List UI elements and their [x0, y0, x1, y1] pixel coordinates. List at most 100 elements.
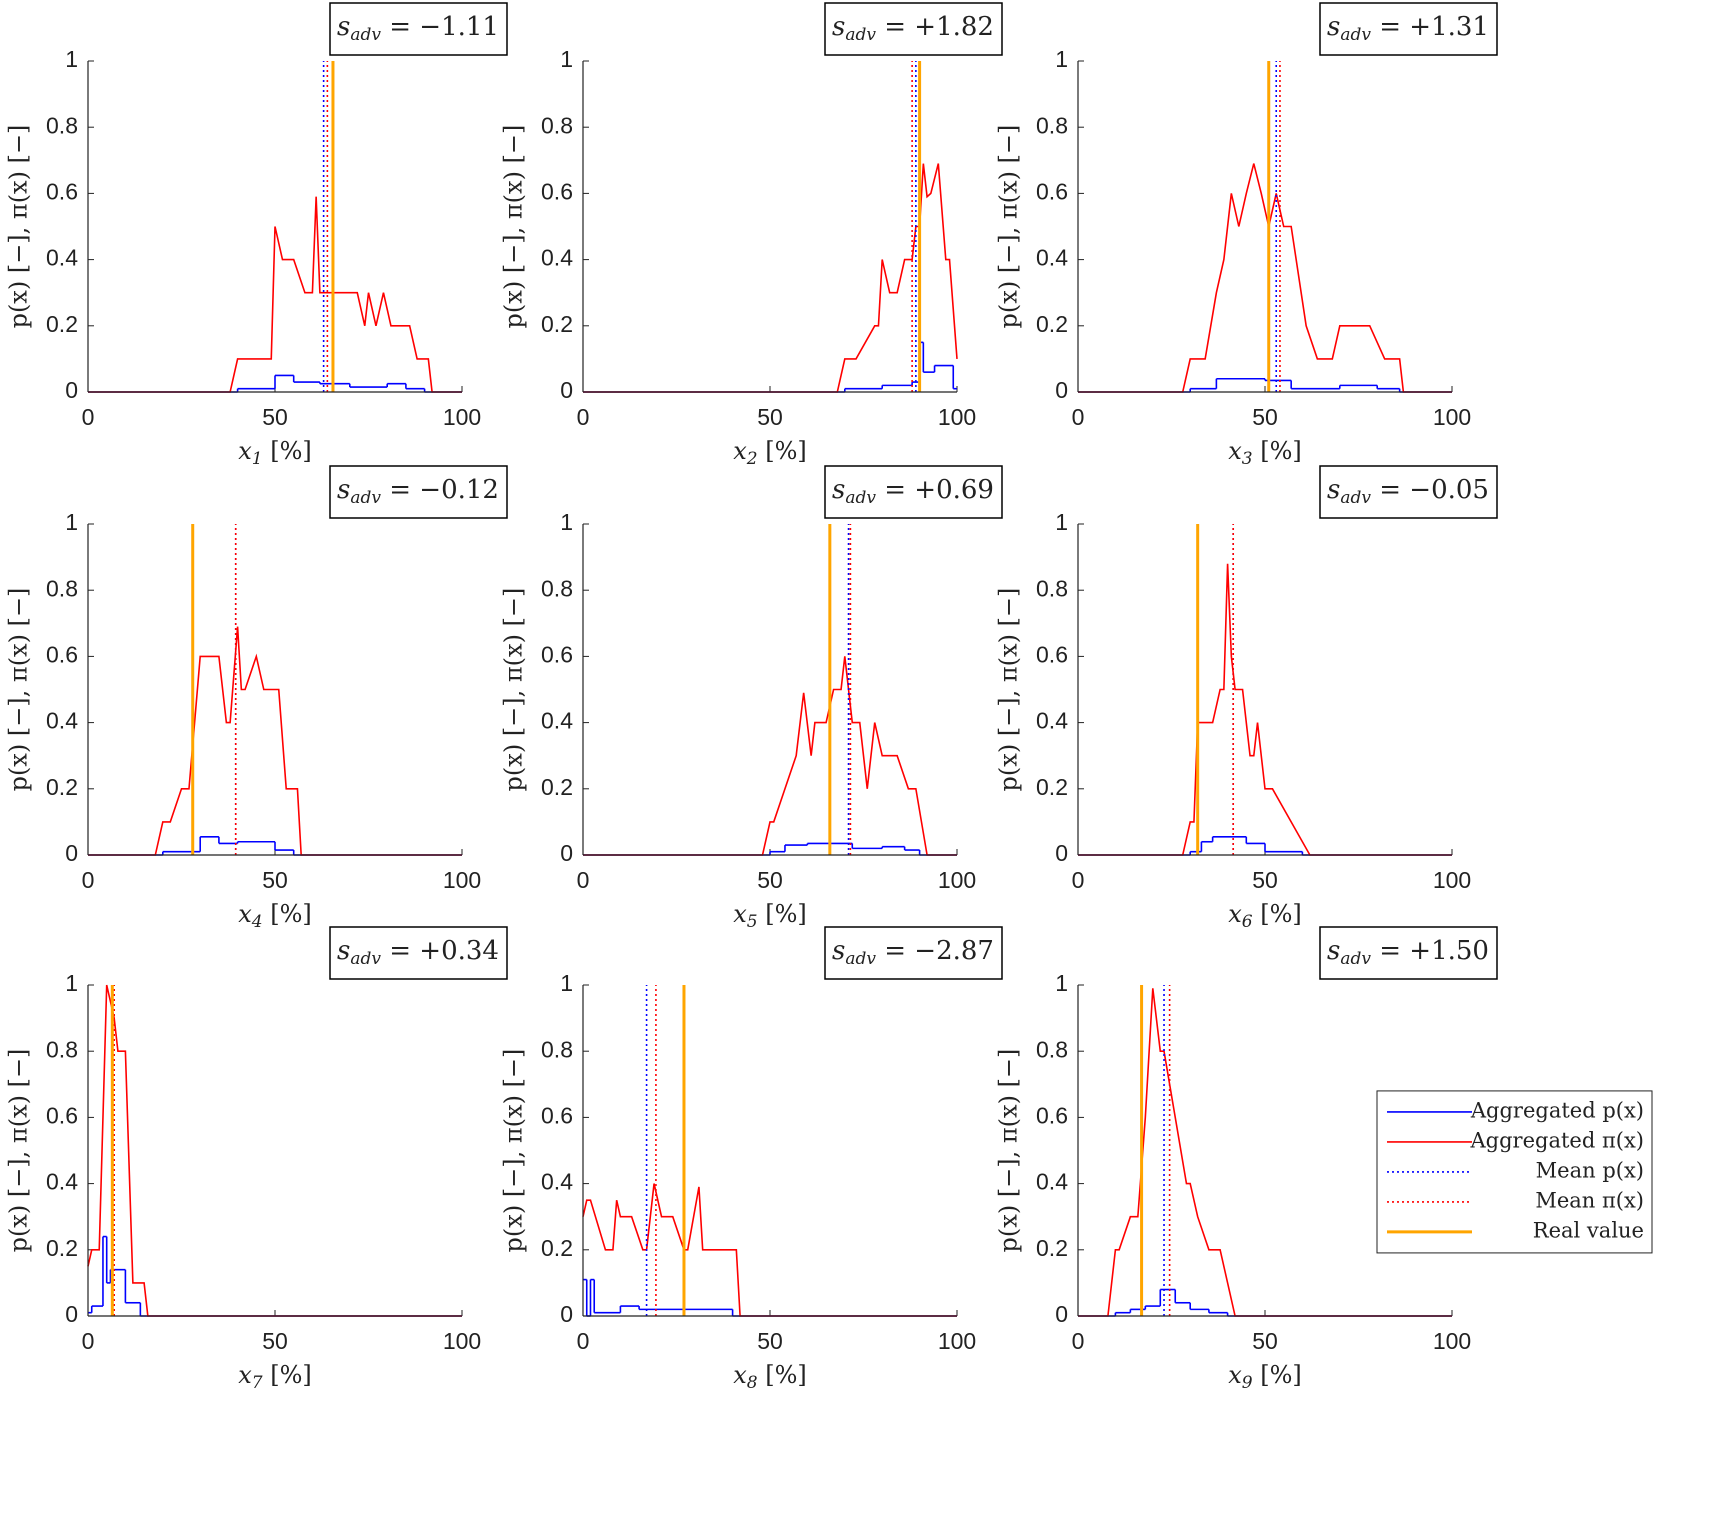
- x-tick-label: 50: [262, 867, 288, 893]
- legend-label: Mean π(x): [1535, 1188, 1644, 1212]
- x-tick-label: 100: [443, 404, 481, 430]
- chart-title: sadv = +0.69: [832, 475, 994, 508]
- y-tick-label: 1: [1055, 46, 1068, 72]
- x-axis-label-rest: [%]: [1253, 900, 1302, 928]
- y-tick-label: 0.6: [1036, 1102, 1068, 1128]
- line-series: [1078, 563, 1452, 856]
- x-axis-label: x6 [%]: [1228, 900, 1302, 932]
- chart-title-main: s: [1327, 936, 1340, 966]
- x-axis-label-sub: 1: [252, 449, 263, 469]
- y-tick-label: 1: [65, 46, 78, 72]
- x-axis-label-sub: 8: [747, 1373, 758, 1393]
- line-series: [1078, 988, 1452, 1317]
- title-box: [1319, 2, 1498, 56]
- x-tick-label: 100: [938, 1328, 976, 1354]
- x-tick-label: 0: [577, 1328, 590, 1354]
- y-tick-label: 0.4: [541, 1169, 573, 1195]
- x-tick-label: 0: [82, 1328, 95, 1354]
- chart-title-rest: = −2.87: [876, 936, 994, 966]
- title-box: [824, 926, 1003, 980]
- y-tick-label: 0.4: [1036, 708, 1068, 734]
- chart-title-sub: adv: [845, 488, 876, 508]
- chart-title-main: s: [832, 936, 845, 966]
- chart-title-rest: = +0.34: [381, 936, 499, 966]
- chart-title: sadv = −0.05: [1327, 475, 1489, 508]
- x-tick-label: 50: [757, 404, 783, 430]
- y-tick-label: 0.8: [46, 575, 78, 601]
- x-axis-label-rest: [%]: [758, 437, 807, 465]
- x-tick-label: 100: [1433, 404, 1471, 430]
- y-tick-label: 0: [1055, 840, 1068, 866]
- y-tick-label: 0.6: [46, 641, 78, 667]
- x-axis-label-sub: 2: [746, 449, 758, 469]
- title-box: [329, 465, 508, 519]
- x-axis-label-rest: [%]: [758, 1361, 807, 1389]
- chart-title-main: s: [337, 12, 350, 42]
- x-tick-label: 50: [1252, 404, 1278, 430]
- chart-title-rest: = −0.05: [1371, 475, 1489, 505]
- x-tick-label: 100: [443, 1328, 481, 1354]
- x-tick-label: 50: [757, 867, 783, 893]
- x-axis-label-sub: 4: [251, 912, 263, 932]
- x-axis-label: x8 [%]: [733, 1361, 807, 1393]
- y-tick-label: 0.6: [541, 1102, 573, 1128]
- y-axis-label: p(x) [−], π(x) [−]: [500, 1049, 528, 1253]
- x-tick-label: 0: [1072, 1328, 1085, 1354]
- x-axis-label-main: x: [238, 900, 252, 928]
- y-tick-label: 0.8: [1036, 1036, 1068, 1062]
- chart-title-sub: adv: [1340, 488, 1371, 508]
- y-tick-label: 0.4: [541, 245, 573, 271]
- y-tick-label: 0.2: [541, 311, 573, 337]
- chart-title: sadv = −2.87: [832, 936, 994, 969]
- y-tick-label: 1: [560, 46, 573, 72]
- title-box: [824, 2, 1003, 56]
- x-axis-label-main: x: [1228, 900, 1242, 928]
- legend-label: Mean p(x): [1536, 1158, 1644, 1182]
- stair-series: [88, 1235, 462, 1317]
- x-axis-label: x2 [%]: [733, 437, 807, 469]
- x-axis-label-sub: 9: [1242, 1373, 1253, 1393]
- x-axis-label-rest: [%]: [263, 437, 312, 465]
- chart-title-sub: adv: [1340, 949, 1371, 969]
- x-tick-label: 50: [1252, 1328, 1278, 1354]
- y-axis-label: p(x) [−], π(x) [−]: [500, 588, 528, 792]
- y-tick-label: 0.8: [1036, 575, 1068, 601]
- x-axis-label-main: x: [238, 1361, 252, 1389]
- x-tick-label: 100: [1433, 1328, 1471, 1354]
- y-tick-label: 0.8: [1036, 112, 1068, 138]
- x-axis-label: x9 [%]: [1228, 1361, 1302, 1393]
- x-axis-label-rest: [%]: [1253, 1361, 1302, 1389]
- y-tick-label: 1: [65, 970, 78, 996]
- line-series: [583, 656, 957, 856]
- x-tick-label: 100: [938, 404, 976, 430]
- chart-title-main: s: [337, 936, 350, 966]
- x-tick-label: 0: [1072, 867, 1085, 893]
- chart-title-main: s: [832, 475, 845, 505]
- x-axis-label: x5 [%]: [733, 900, 807, 932]
- x-tick-label: 50: [262, 1328, 288, 1354]
- y-tick-label: 0.6: [541, 178, 573, 204]
- y-axis-label: p(x) [−], π(x) [−]: [995, 125, 1023, 329]
- chart-title-rest: = +1.50: [1371, 936, 1489, 966]
- y-tick-label: 0.2: [541, 1235, 573, 1261]
- y-tick-label: 0.2: [541, 774, 573, 800]
- x-axis-label-rest: [%]: [758, 900, 807, 928]
- y-tick-label: 0.8: [46, 112, 78, 138]
- y-tick-label: 0: [65, 1301, 78, 1327]
- y-axis-label: p(x) [−], π(x) [−]: [5, 588, 33, 792]
- x-axis-label-sub: 6: [1242, 912, 1253, 932]
- chart-title-main: s: [1327, 12, 1340, 42]
- y-tick-label: 1: [1055, 970, 1068, 996]
- chart-title: sadv = +1.31: [1327, 12, 1489, 45]
- x-axis-label-main: x: [733, 900, 747, 928]
- y-tick-label: 0.8: [541, 575, 573, 601]
- x-axis-label-rest: [%]: [1253, 437, 1302, 465]
- line-series: [582, 1183, 957, 1317]
- y-tick-label: 0: [560, 377, 573, 403]
- line-series: [1078, 163, 1452, 393]
- x-axis-label-sub: 5: [747, 912, 758, 932]
- x-axis-label: x1 [%]: [238, 437, 312, 469]
- y-tick-label: 0: [65, 840, 78, 866]
- y-tick-label: 1: [560, 970, 573, 996]
- y-axis-label: p(x) [−], π(x) [−]: [5, 1049, 33, 1253]
